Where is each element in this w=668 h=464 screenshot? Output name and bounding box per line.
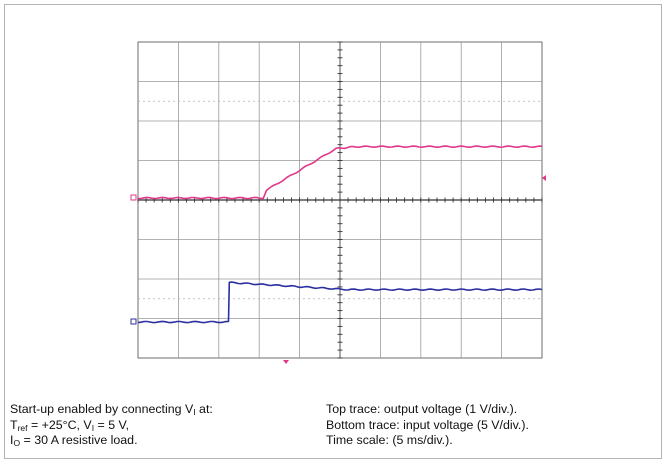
caption-top-trace: Top trace: output voltage (1 V/div.). — [326, 402, 518, 416]
caption-line-1: Start-up enabled by connecting VI at: — [10, 402, 213, 417]
caption-time-scale: Time scale: (5 ms/div.). — [326, 433, 453, 447]
ground-marker-top — [130, 194, 137, 201]
channel-markers — [130, 175, 546, 364]
oscilloscope-chart — [130, 41, 546, 364]
ground-marker-bottom — [130, 318, 137, 325]
caption-line-2: Tref = +25°C, VI = 5 V, — [10, 417, 130, 433]
caption-line-3: IO = 30 A resistive load. — [10, 433, 138, 448]
caption-traces: Top trace: output voltage (1 V/div.). Bo… — [326, 402, 529, 449]
trigger-position-marker — [283, 360, 289, 364]
caption-bottom-trace: Bottom trace: input voltage (5 V/div.). — [326, 417, 529, 432]
traces — [137, 145, 543, 324]
trace-input-voltage — [137, 281, 543, 324]
caption-conditions: Start-up enabled by connecting VI at: Tr… — [10, 402, 213, 449]
trace-output-voltage — [138, 145, 543, 200]
center-axis-ticks — [137, 41, 543, 359]
trigger-level-marker — [542, 175, 546, 181]
